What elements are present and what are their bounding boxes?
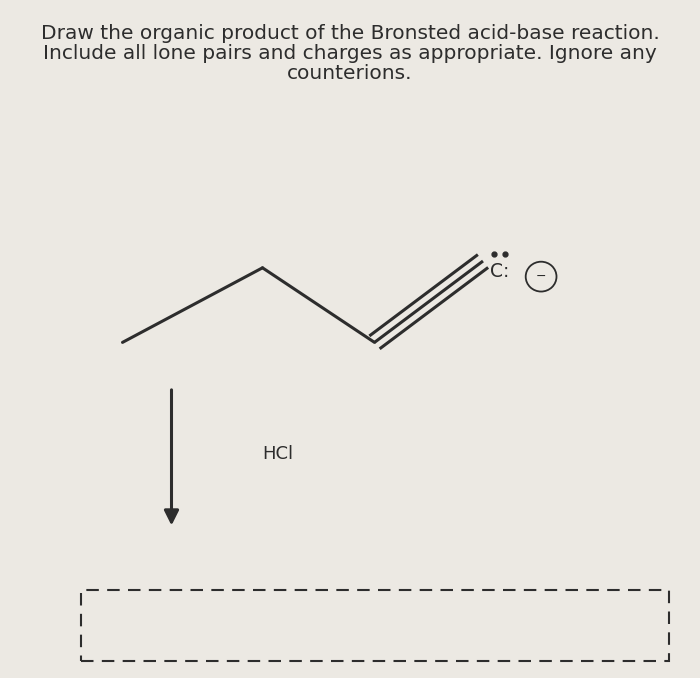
Text: C:: C: (490, 262, 510, 281)
Text: Include all lone pairs and charges as appropriate. Ignore any: Include all lone pairs and charges as ap… (43, 44, 657, 63)
Text: counterions.: counterions. (287, 64, 413, 83)
Text: Draw the organic product of the Bronsted acid-base reaction.: Draw the organic product of the Bronsted… (41, 24, 659, 43)
Text: HCl: HCl (262, 445, 293, 463)
Text: −: − (536, 270, 546, 283)
Bar (80, 590, 668, 661)
